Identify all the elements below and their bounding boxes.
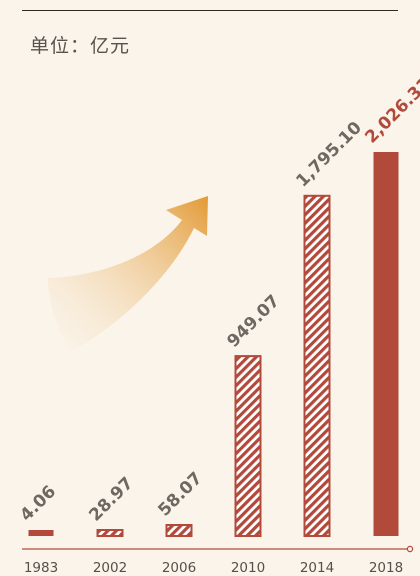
bar-2018 <box>373 152 399 536</box>
value-label-2014: 1,795.10 <box>292 118 366 192</box>
tick-label-2006: 2006 <box>162 560 196 576</box>
bar-2002 <box>96 529 124 537</box>
tick-label-2002: 2002 <box>93 560 127 576</box>
unit-label: 单位：亿元 <box>30 35 131 57</box>
tick-label-2014: 2014 <box>300 560 334 576</box>
tick-label-1983: 1983 <box>24 560 58 576</box>
bar-1983 <box>28 530 54 536</box>
bar-2010 <box>234 355 262 537</box>
value-label-1983: 4.06 <box>16 482 60 526</box>
upward-curved-arrow-icon <box>48 196 208 352</box>
value-label-2006: 58.07 <box>154 468 206 520</box>
value-label-2002: 28.97 <box>85 473 137 525</box>
top-divider <box>22 10 398 11</box>
tick-label-2018: 2018 <box>369 560 403 576</box>
value-label-2018: 2,026.31 <box>361 74 420 147</box>
x-axis-end-dot <box>406 545 414 553</box>
tick-label-2010: 2010 <box>231 560 265 576</box>
value-label-2010: 949.07 <box>223 291 284 352</box>
bar-2014 <box>303 194 331 538</box>
bar-2006 <box>165 524 193 537</box>
